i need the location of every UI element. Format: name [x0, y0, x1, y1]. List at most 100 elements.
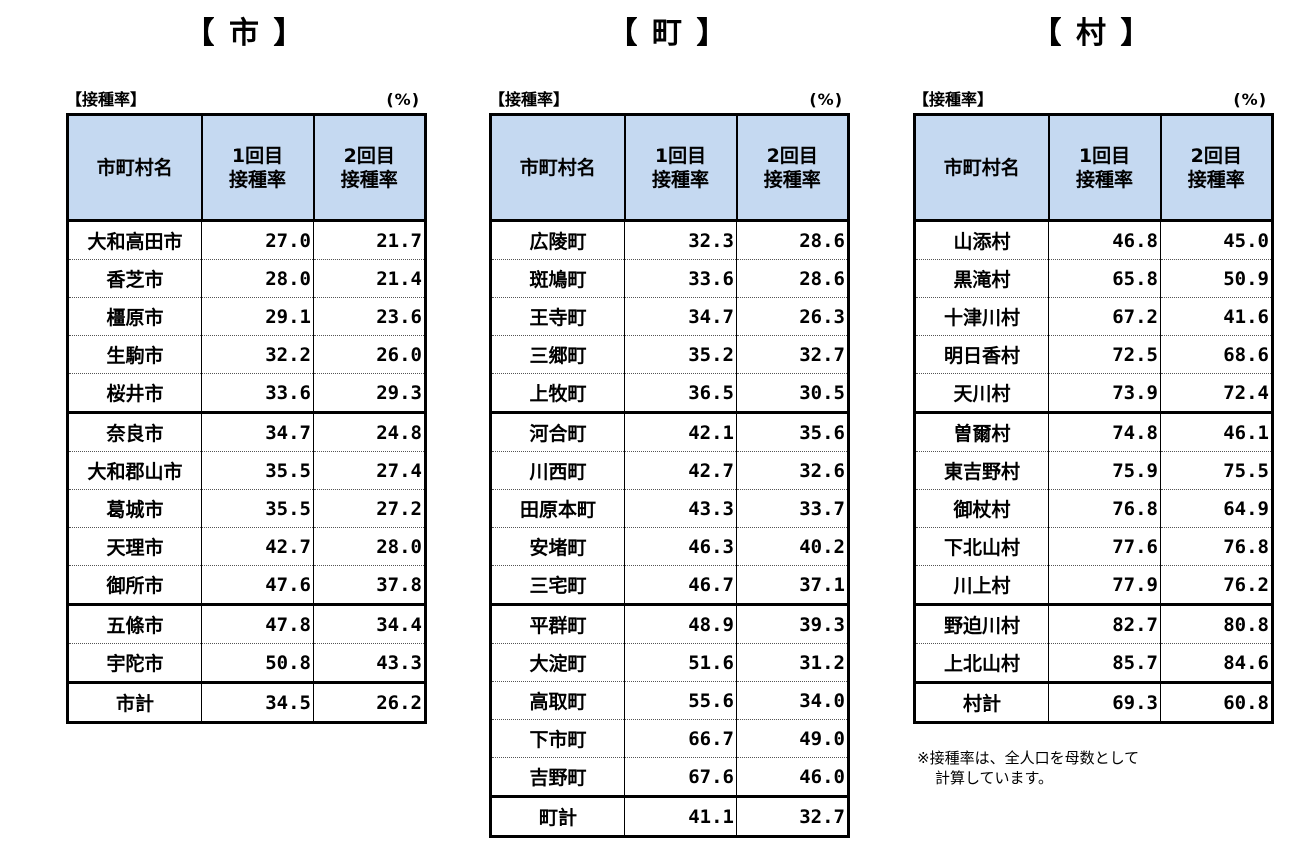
table-row: 安堵町 46.3 40.2	[490, 527, 849, 566]
municipality-name: 大和高田市	[67, 219, 202, 260]
municipality-name: 東吉野村	[914, 451, 1049, 490]
second-dose-rate: 28.6	[736, 259, 849, 298]
municipality-name: 奈良市	[67, 411, 202, 452]
second-dose-rate: 34.4	[313, 603, 426, 644]
first-dose-rate: 46.7	[624, 565, 737, 605]
first-dose-rate: 77.6	[1048, 527, 1161, 566]
second-dose-rate: 23.6	[313, 297, 426, 336]
panel-title: 【 市 】	[184, 16, 306, 51]
second-dose-rate: 27.4	[313, 451, 426, 490]
first-dose-rate: 55.6	[624, 681, 737, 720]
table-row: 十津川村 67.2 41.6	[914, 297, 1273, 336]
first-dose-rate: 42.7	[201, 527, 314, 566]
header-first-dose: 1回目 接種率	[200, 113, 315, 222]
municipality-name: 宇陀市	[67, 643, 202, 683]
second-dose-rate: 37.8	[313, 565, 426, 605]
first-dose-rate: 28.0	[201, 259, 314, 298]
rate-caption: 【接種率】	[913, 90, 994, 109]
table-row: 川西町 42.7 32.6	[490, 451, 849, 490]
first-dose-rate: 34.7	[624, 297, 737, 336]
table-row: 広陵町 32.3 28.6	[490, 219, 849, 260]
header-name: 市町村名	[489, 113, 626, 222]
municipality-name: 三郷町	[490, 335, 625, 374]
second-dose-rate: 27.2	[313, 489, 426, 528]
first-dose-rate: 67.6	[624, 757, 737, 797]
second-dose-rate: 21.7	[313, 219, 426, 260]
municipality-name: 川上村	[914, 565, 1049, 605]
second-dose-rate: 37.1	[736, 565, 849, 605]
first-dose-rate: 42.7	[624, 451, 737, 490]
second-dose-rate: 26.3	[736, 297, 849, 336]
total-second-dose-rate: 26.2	[313, 681, 426, 723]
second-dose-rate: 46.0	[736, 757, 849, 797]
total-first-dose-rate: 69.3	[1048, 681, 1161, 723]
second-dose-rate: 32.7	[736, 335, 849, 374]
table-row: 野迫川村 82.7 80.8	[914, 603, 1273, 644]
table-row: 橿原市 29.1 23.6	[67, 297, 426, 336]
second-dose-rate: 40.2	[736, 527, 849, 566]
table-row: 川上村 77.9 76.2	[914, 565, 1273, 605]
first-dose-rate: 50.8	[201, 643, 314, 683]
total-first-dose-rate: 34.5	[201, 681, 314, 723]
total-label: 市計	[67, 681, 202, 723]
municipality-name: 上牧町	[490, 373, 625, 413]
first-dose-rate: 73.9	[1048, 373, 1161, 413]
municipality-name: 葛城市	[67, 489, 202, 528]
caption-row: 【接種率】 (%)	[913, 88, 1271, 112]
table-row: 明日香村 72.5 68.6	[914, 335, 1273, 374]
second-dose-rate: 72.4	[1160, 373, 1273, 413]
second-dose-rate: 50.9	[1160, 259, 1273, 298]
first-dose-rate: 27.0	[201, 219, 314, 260]
total-second-dose-rate: 32.7	[736, 795, 849, 837]
second-dose-rate: 28.6	[736, 219, 849, 260]
first-dose-rate: 43.3	[624, 489, 737, 528]
table-row: 奈良市 34.7 24.8	[67, 411, 426, 452]
table-row: 王寺町 34.7 26.3	[490, 297, 849, 336]
table-row: 河合町 42.1 35.6	[490, 411, 849, 452]
table-row: 田原本町 43.3 33.7	[490, 489, 849, 528]
first-dose-rate: 34.7	[201, 411, 314, 452]
table-row: 香芝市 28.0 21.4	[67, 259, 426, 298]
second-dose-rate: 26.0	[313, 335, 426, 374]
second-dose-rate: 29.3	[313, 373, 426, 413]
municipality-name: 吉野町	[490, 757, 625, 797]
first-dose-rate: 47.6	[201, 565, 314, 605]
second-dose-rate: 45.0	[1160, 219, 1273, 260]
first-dose-rate: 51.6	[624, 643, 737, 682]
municipality-name: 大淀町	[490, 643, 625, 682]
municipality-name: 天理市	[67, 527, 202, 566]
second-dose-rate: 34.0	[736, 681, 849, 720]
header-row: 市町村名 1回目 接種率 2回目 接種率	[913, 113, 1274, 222]
second-dose-rate: 68.6	[1160, 335, 1273, 374]
second-dose-rate: 30.5	[736, 373, 849, 413]
second-dose-rate: 46.1	[1160, 411, 1273, 452]
rate-caption: 【接種率】	[66, 90, 147, 109]
first-dose-rate: 66.7	[624, 719, 737, 758]
table-row: 上牧町 36.5 30.5	[490, 373, 849, 413]
total-row: 町計 41.1 32.7	[490, 795, 849, 837]
first-dose-rate: 32.3	[624, 219, 737, 260]
table-row: 大淀町 51.6 31.2	[490, 643, 849, 682]
rate-table: 市町村名 1回目 接種率 2回目 接種率 山添村 46.8 45.0 黒滝村 65.8 5…	[913, 113, 1274, 724]
municipality-name: 三宅町	[490, 565, 625, 605]
municipality-name: 斑鳩町	[490, 259, 625, 298]
total-second-dose-rate: 60.8	[1160, 681, 1273, 723]
second-dose-rate: 24.8	[313, 411, 426, 452]
table-row: 生駒市 32.2 26.0	[67, 335, 426, 374]
second-dose-rate: 75.5	[1160, 451, 1273, 490]
municipality-name: 十津川村	[914, 297, 1049, 336]
table-row: 下北山村 77.6 76.8	[914, 527, 1273, 566]
second-dose-rate: 21.4	[313, 259, 426, 298]
header-second-dose: 2回目 接種率	[312, 113, 427, 222]
municipality-name: 下北山村	[914, 527, 1049, 566]
first-dose-rate: 46.8	[1048, 219, 1161, 260]
first-dose-rate: 32.2	[201, 335, 314, 374]
municipality-name: 五條市	[67, 603, 202, 644]
footnote: ※接種率は、全人口を母数として 計算しています。	[917, 748, 1139, 788]
first-dose-rate: 36.5	[624, 373, 737, 413]
table-row: 曽爾村 74.8 46.1	[914, 411, 1273, 452]
total-label: 町計	[490, 795, 625, 837]
municipality-name: 御所市	[67, 565, 202, 605]
second-dose-rate: 80.8	[1160, 603, 1273, 644]
second-dose-rate: 39.3	[736, 603, 849, 644]
